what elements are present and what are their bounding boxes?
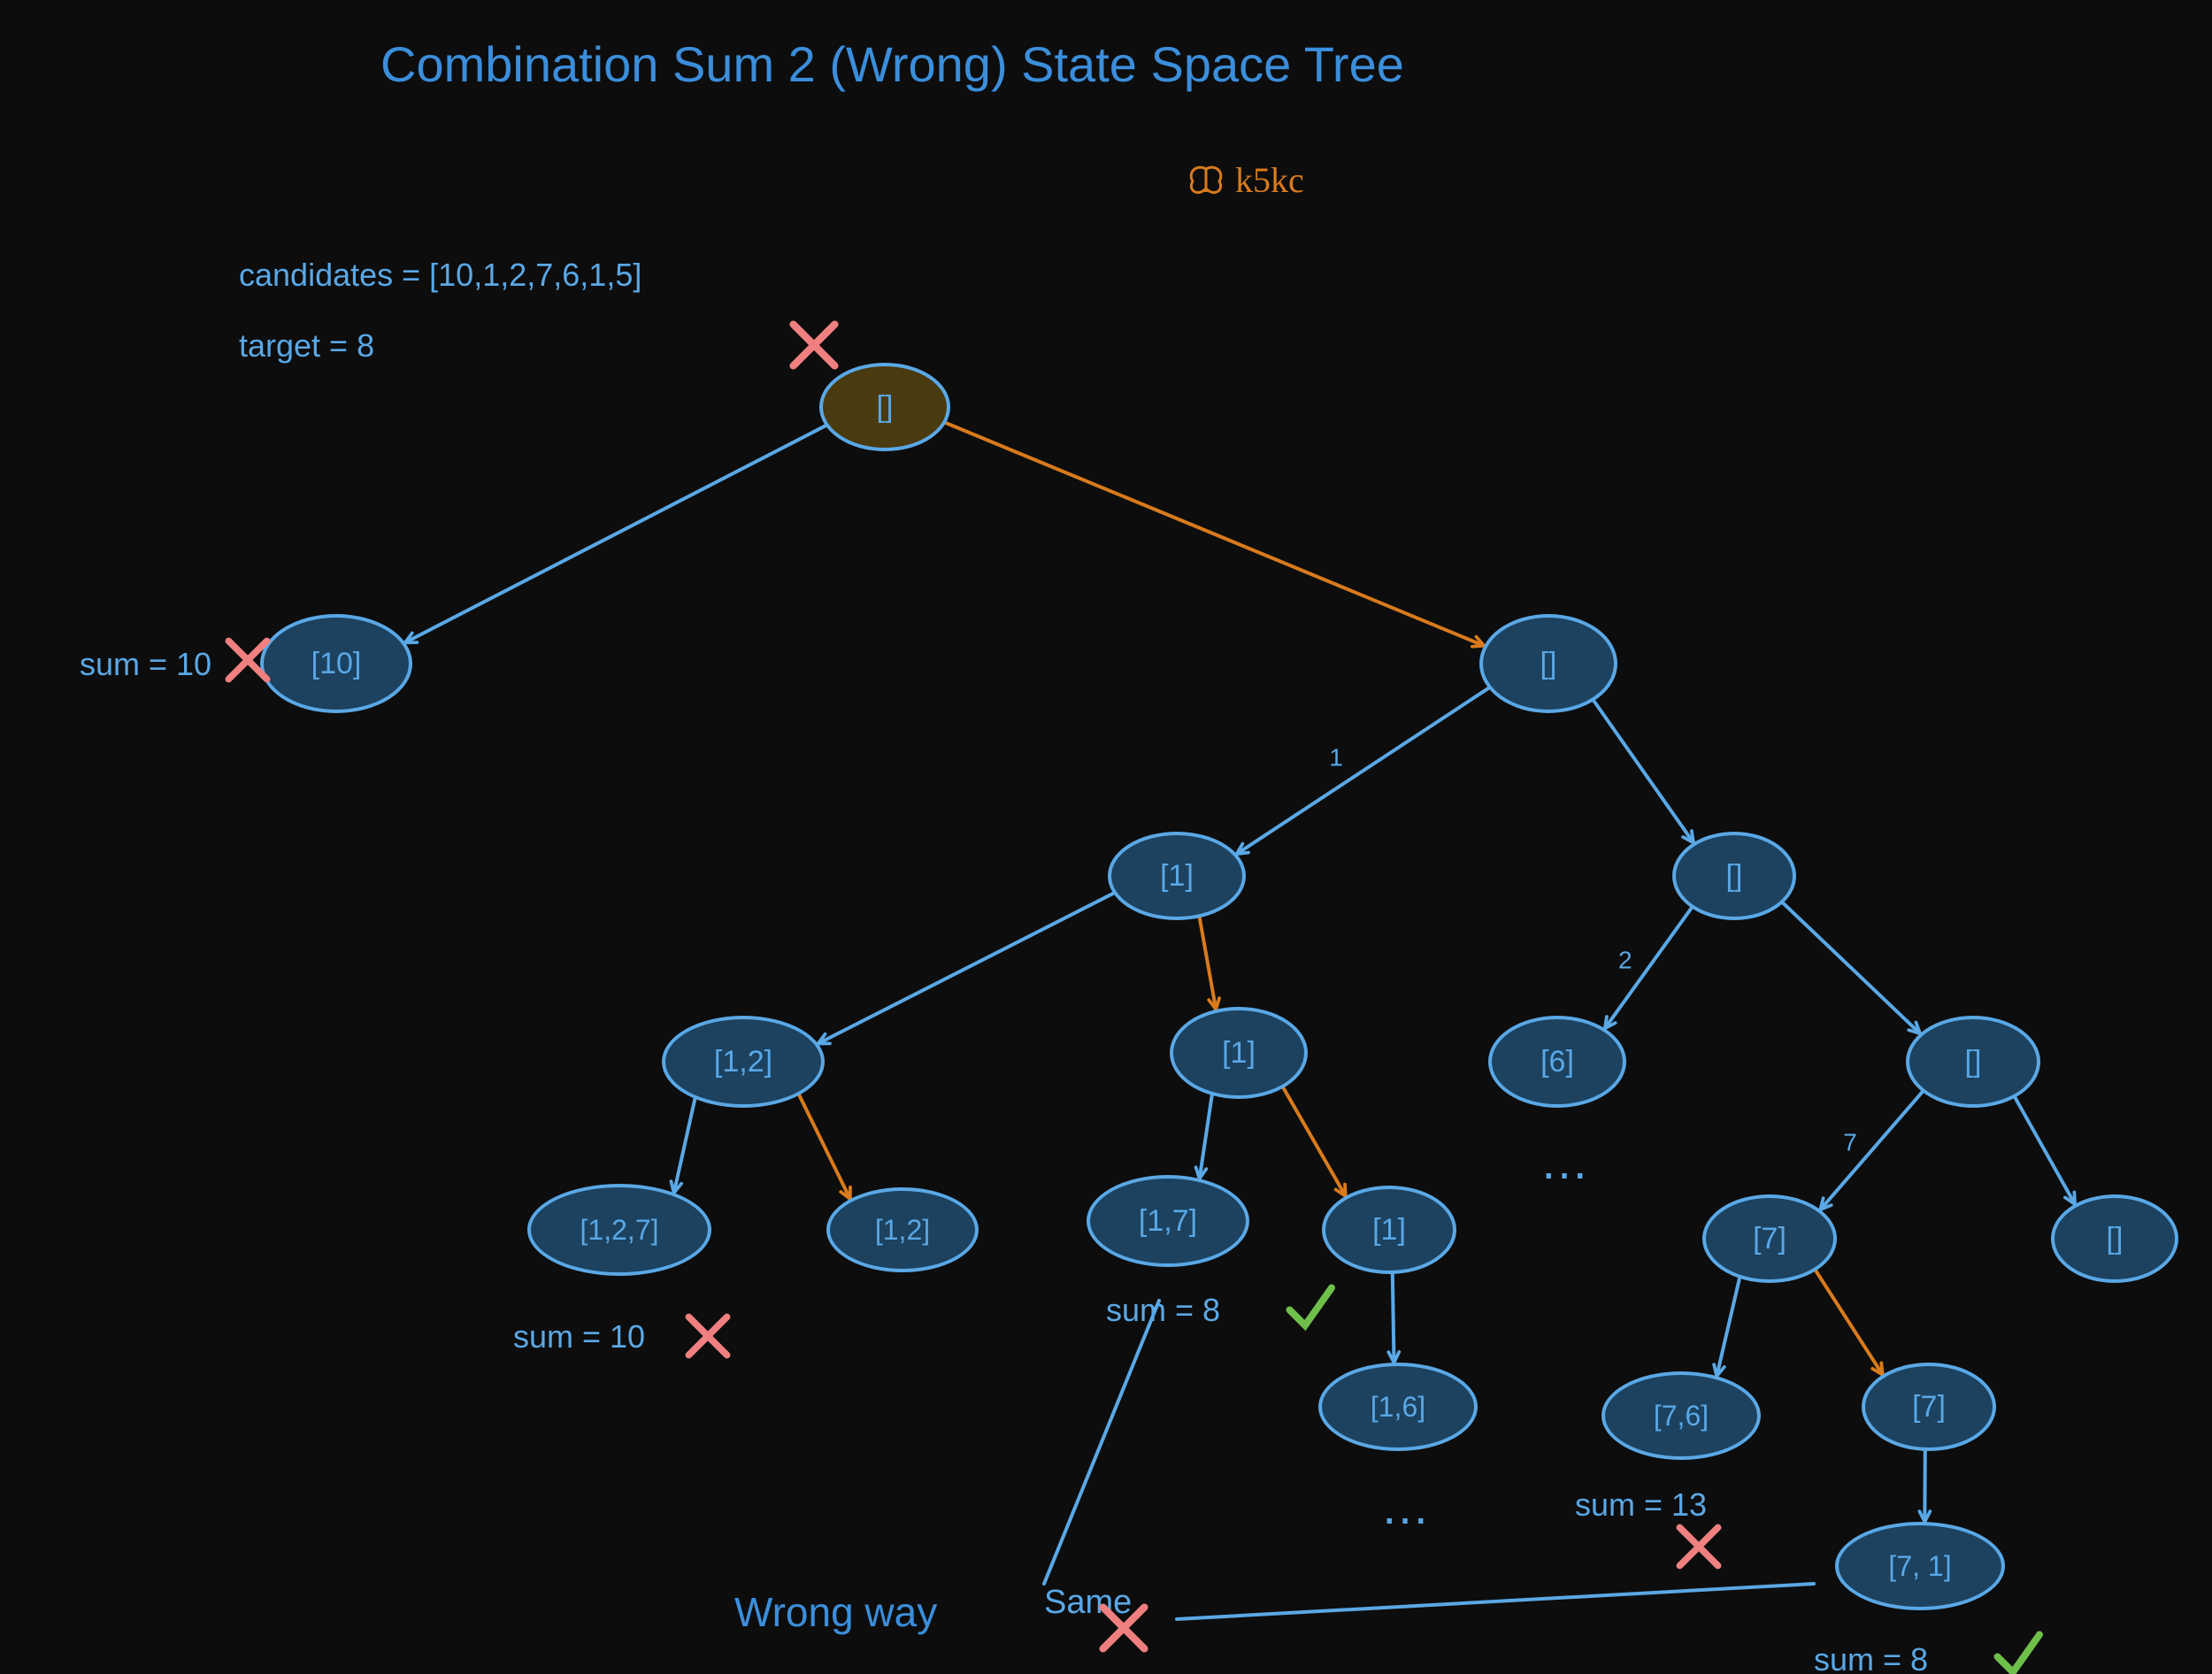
tree-node-label: [1,2,7]	[580, 1214, 659, 1247]
tree-node-l16: [1,6]	[1318, 1363, 1478, 1451]
annotation-sum10b: sum = 10	[513, 1318, 645, 1355]
tree-node-l76: [7,6]	[1601, 1371, 1761, 1460]
annotation-line	[1177, 1584, 1814, 1619]
tree-node-n10: [10]	[260, 614, 412, 713]
tree-node-l71: [7, 1]	[1835, 1522, 2005, 1610]
tree-node-label: [7,6]	[1654, 1400, 1709, 1432]
edge-root-n10	[405, 426, 826, 642]
tree-node-l12b: [1,2]	[826, 1187, 979, 1272]
annotation-wrong: Wrong way	[734, 1588, 937, 1636]
tree-node-l7: [7]	[1702, 1194, 1837, 1283]
tree-node-l1: [1]	[1108, 832, 1246, 920]
edge-l1-l1b	[1200, 918, 1216, 1010]
edge-label: 1	[1329, 743, 1343, 771]
edge-r1-l1	[1237, 688, 1489, 854]
watermark: k5kc	[1186, 159, 1304, 201]
check-icon	[1986, 1624, 2048, 1674]
check-icon	[1279, 1277, 1340, 1339]
annotation-dots2: …	[1380, 1478, 1430, 1535]
tree-node-label: []	[1726, 859, 1743, 894]
cross-icon	[678, 1306, 737, 1365]
tree-node-l1b: [1]	[1170, 1007, 1308, 1099]
tree-node-l17: [1,7]	[1087, 1175, 1249, 1267]
edge-r3-rBL	[2015, 1098, 2075, 1204]
tree-node-label: [1,2]	[714, 1045, 772, 1079]
edge-label: 2	[1618, 946, 1632, 973]
tree-node-l12: [1,2]	[662, 1016, 825, 1108]
tree-node-l127: [1,2,7]	[527, 1184, 711, 1276]
tree-node-l7b: [7]	[1862, 1363, 1996, 1451]
tree-node-label: [7]	[1753, 1222, 1786, 1256]
edge-r2-l6	[1605, 908, 1692, 1028]
cross-icon	[1669, 1517, 1728, 1576]
edge-r2-r3	[1783, 903, 1920, 1033]
info-target: target = 8	[239, 327, 374, 365]
watermark-text: k5kc	[1235, 159, 1304, 201]
edge-label: 7	[1843, 1129, 1857, 1156]
tree-node-r3: []	[1906, 1016, 2040, 1108]
edge-l1c-l16	[1393, 1274, 1394, 1363]
edge-r1-r2	[1594, 701, 1694, 842]
tree-node-label: []	[877, 390, 894, 425]
edge-l1b-l1c	[1284, 1088, 1346, 1196]
edge-l12-l12b	[799, 1095, 850, 1199]
tree-node-label: [7]	[1912, 1390, 1946, 1424]
tree-node-label: [1]	[1160, 859, 1194, 894]
butterfly-icon	[1186, 165, 1226, 196]
tree-node-label: []	[1965, 1045, 1982, 1079]
edge-r3-l7	[1820, 1092, 1922, 1209]
tree-node-root: []	[819, 363, 950, 451]
tree-node-rBL: []	[2051, 1194, 2178, 1283]
info-candidates: candidates = [10,1,2,7,6,1,5]	[239, 257, 641, 294]
edge-root-r1	[946, 423, 1484, 646]
annotation-same: Same	[1044, 1584, 1132, 1622]
annotation-sum8a: sum = 8	[1106, 1292, 1220, 1329]
annotation-sum13: sum = 13	[1575, 1486, 1707, 1524]
tree-node-label: [1,7]	[1139, 1204, 1197, 1239]
edge-l7-l7b	[1816, 1271, 1882, 1374]
tree-node-l1c: [1]	[1322, 1186, 1456, 1274]
tree-node-r1: []	[1479, 614, 1617, 713]
tree-node-label: [1]	[1372, 1213, 1406, 1248]
tree-node-label: [1,2]	[875, 1214, 930, 1247]
tree-node-label: []	[1540, 647, 1557, 681]
diagram-stage: 1 2 7 Combination Sum 2 (Wrong) State Spac…	[0, 0, 2212, 1674]
tree-node-label: [7, 1]	[1888, 1550, 1951, 1583]
annotation-dots1: …	[1540, 1133, 1589, 1190]
diagram-title: Combination Sum 2 (Wrong) State Space Tr…	[380, 35, 1404, 93]
tree-node-label: [6]	[1540, 1045, 1574, 1079]
annotation-sum8b: sum = 8	[1814, 1641, 1928, 1674]
edge-l1-l12	[818, 894, 1114, 1044]
tree-node-r2: []	[1672, 832, 1796, 920]
tree-node-l6: [6]	[1488, 1016, 1626, 1108]
edge-l7-l76	[1717, 1279, 1740, 1377]
tree-node-label: [1]	[1222, 1036, 1256, 1071]
edge-l1b-l17	[1200, 1095, 1212, 1179]
edge-l12-l127	[674, 1099, 695, 1193]
tree-node-label: [10]	[311, 647, 362, 681]
annotation-sum10a: sum = 10	[80, 646, 211, 683]
annotation-line	[1044, 1301, 1159, 1584]
cross-icon	[782, 313, 847, 378]
tree-node-label: []	[2107, 1222, 2124, 1256]
tree-node-label: [1,6]	[1371, 1391, 1425, 1424]
